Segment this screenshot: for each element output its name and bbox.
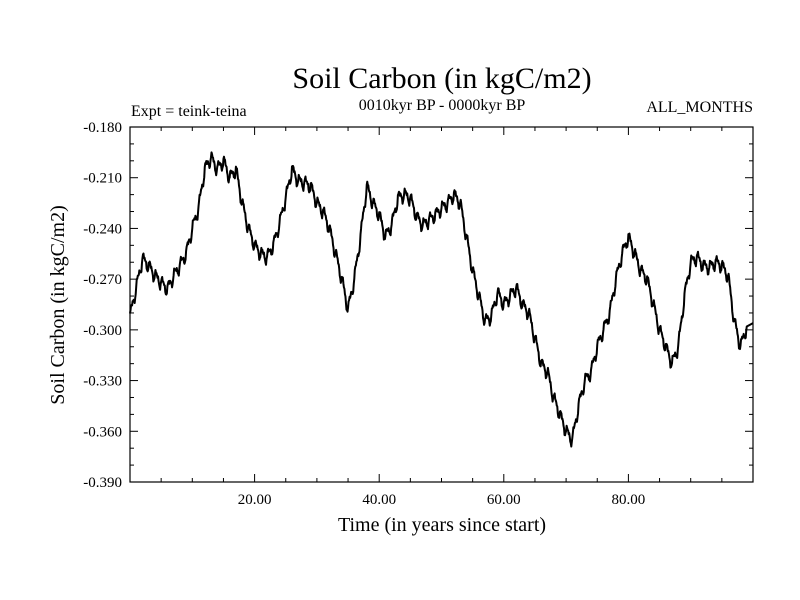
y-tick-label: -0.330 [83,374,122,390]
x-axis-ticks: 20.00 40.00 60.00 80.00 [160,127,723,508]
months-label: ALL_MONTHS [646,99,753,116]
series-line-teink-teina [129,151,754,448]
y-tick-label: -0.270 [83,272,122,288]
y-tick-label: -0.360 [83,424,122,440]
y-tick-label: -0.210 [83,171,122,187]
plot-series [129,151,754,448]
chart-title: Soil Carbon (in kgC/m2) [292,62,591,95]
y-tick-label: -0.390 [83,475,122,491]
x-axis-label: Time (in years since start) [338,514,546,536]
time-range-label: 0010kyr BP - 0000kyr BP [359,97,526,114]
x-tick-label: 40.00 [362,492,396,508]
x-tick-label: 60.00 [487,492,521,508]
y-tick-label: -0.240 [83,221,122,237]
y-axis-label: Soil Carbon (in kgC/m2) [47,205,69,404]
x-tick-label: 20.00 [238,492,272,508]
y-tick-label: -0.300 [83,323,122,339]
experiment-label: Expt = teink-teina [131,103,247,120]
plot-frame [129,126,754,483]
y-tick-label: -0.180 [83,120,122,136]
x-tick-label: 80.00 [612,492,646,508]
y-axis-ticks: -0.180 -0.210 -0.240 -0.270 -0.300 -0.330 -0.3… [83,120,753,491]
